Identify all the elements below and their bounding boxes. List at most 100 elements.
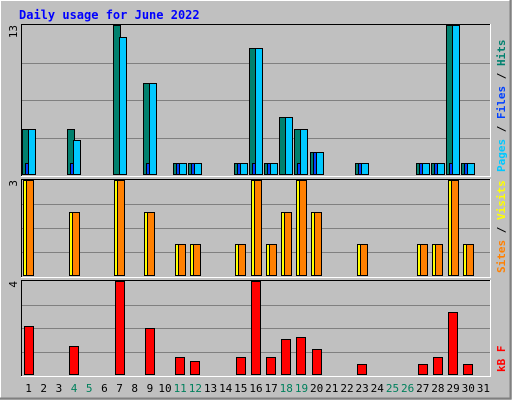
bar [451, 180, 459, 276]
bar [179, 163, 187, 175]
bar [26, 180, 34, 276]
x-tick-label: 11 [174, 382, 187, 395]
bar [437, 163, 445, 175]
legend-item: kB F [495, 346, 508, 373]
bar [190, 361, 200, 375]
y-max-label: 3 [7, 180, 20, 187]
x-tick-label: 27 [416, 382, 429, 395]
x-tick-label: 12 [189, 382, 202, 395]
legend: Pages / Files / Hits [495, 40, 508, 173]
x-tick-label: 24 [371, 382, 385, 395]
bar [270, 163, 278, 175]
bar [255, 48, 263, 175]
x-tick-label: 5 [86, 382, 93, 395]
x-tick-label: 9 [147, 382, 154, 395]
bar [452, 25, 460, 175]
x-tick-label: 6 [101, 382, 108, 395]
bar [251, 281, 261, 375]
bar [193, 244, 201, 276]
bar [175, 357, 185, 375]
x-tick-label: 21 [325, 382, 338, 395]
bar [361, 163, 369, 175]
bar [467, 163, 475, 175]
bar [117, 180, 125, 276]
legend-item: Sites [495, 240, 508, 273]
bar [285, 117, 293, 175]
bar [435, 244, 443, 276]
x-tick-label: 17 [265, 382, 278, 395]
x-tick-label: 28 [431, 382, 444, 395]
legend-separator: / [495, 220, 508, 240]
y-max-label: 4 [7, 281, 20, 288]
x-tick-label: 10 [158, 382, 171, 395]
bar [360, 244, 368, 276]
legend-item: Visits [495, 180, 508, 220]
x-tick-label: 1 [25, 382, 32, 395]
bar [422, 163, 430, 175]
x-tick-label: 19 [295, 382, 308, 395]
panel-3: 4 kB F [7, 280, 508, 377]
bar [266, 357, 276, 375]
bar [300, 129, 308, 175]
x-tick-label: 2 [40, 382, 47, 395]
bar [240, 163, 248, 175]
bar [72, 212, 80, 276]
bar [312, 349, 322, 375]
legend-separator: / [495, 119, 508, 139]
bar [178, 244, 186, 276]
y-max-label: 13 [7, 25, 20, 38]
legend-separator: / [495, 66, 508, 86]
legend-item: Files [495, 86, 508, 119]
x-tick-label: 31 [477, 382, 490, 395]
x-axis-labels: 1 2 3 4 5 6 7 8 9 10 11 12 13 14 15 16 17 18 19 20 21 22 23 24 2… [25, 382, 490, 395]
bar [463, 364, 473, 375]
x-tick-label: 14 [219, 382, 233, 395]
legend: kB F [495, 346, 508, 373]
bar [284, 212, 292, 276]
bar [73, 140, 81, 175]
bar [147, 212, 155, 276]
x-tick-label: 20 [310, 382, 323, 395]
bar [466, 244, 474, 276]
legend-item: Hits [495, 40, 508, 67]
bar [149, 83, 157, 175]
chart-panels: 13 Pages / Files / Hits 3 Sites / Visits 4 kB… [7, 24, 508, 377]
x-tick-label: 26 [401, 382, 414, 395]
x-tick-label: 23 [355, 382, 368, 395]
legend: Sites / Visits [495, 180, 508, 273]
bar [316, 152, 324, 175]
bar [296, 337, 306, 375]
bar [314, 212, 322, 276]
bar [281, 339, 291, 375]
bar [357, 364, 367, 375]
x-tick-label: 30 [462, 382, 475, 395]
panel-2: 3 Sites / Visits [7, 179, 508, 278]
x-tick-label: 3 [56, 382, 63, 395]
bar [28, 129, 36, 175]
x-tick-label: 15 [234, 382, 247, 395]
legend-item: Pages [495, 139, 508, 172]
panel-1: 13 Pages / Files / Hits [7, 24, 508, 177]
bar [433, 357, 443, 375]
bar [420, 244, 428, 276]
x-tick-label: 29 [446, 382, 459, 395]
x-tick-label: 13 [204, 382, 217, 395]
chart-title: Daily usage for June 2022 [19, 8, 200, 22]
bar [299, 180, 307, 276]
x-tick-label: 4 [71, 382, 78, 395]
bar [69, 346, 79, 375]
x-tick-label: 22 [340, 382, 353, 395]
x-tick-label: 16 [249, 382, 262, 395]
bar [145, 328, 155, 375]
bar [119, 37, 127, 175]
bar [269, 244, 277, 276]
bar [24, 326, 34, 375]
x-tick-label: 18 [280, 382, 293, 395]
bar [418, 364, 428, 375]
x-tick-label: 8 [131, 382, 138, 395]
bar [194, 163, 202, 175]
bar [448, 312, 458, 375]
bar [236, 357, 246, 375]
bar [238, 244, 246, 276]
